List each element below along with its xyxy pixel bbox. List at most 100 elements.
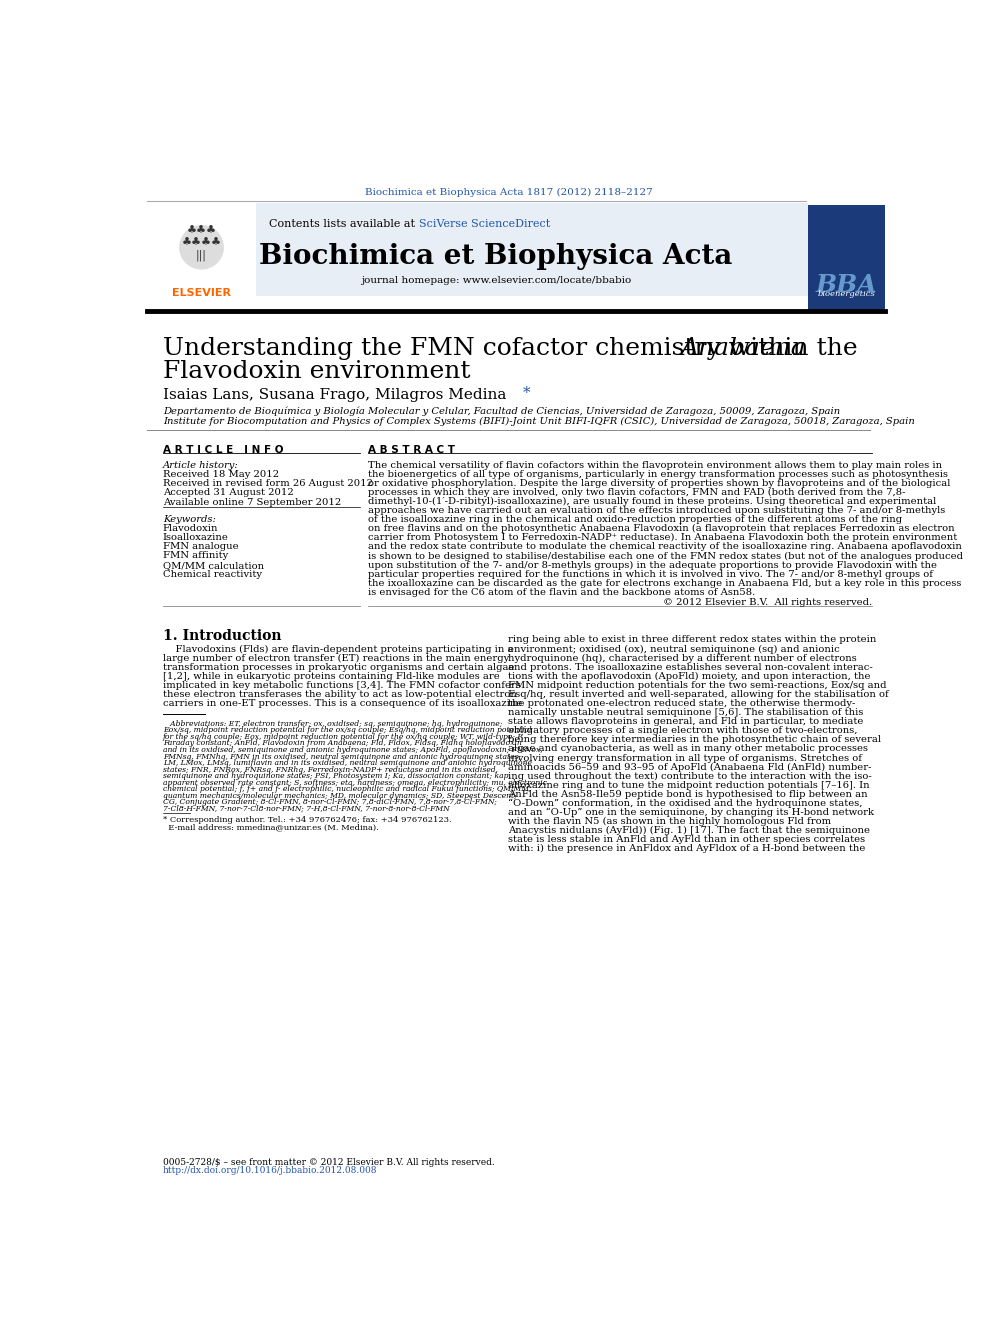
Text: * Corresponding author. Tel.: +34 976762476; fax: +34 976762123.: * Corresponding author. Tel.: +34 976762… [163, 816, 451, 824]
Text: Anacystis nidulans (AyFld)) (Fig. 1) [17]. The fact that the semiquinone: Anacystis nidulans (AyFld)) (Fig. 1) [17… [509, 826, 870, 835]
Text: Contents lists available at: Contents lists available at [269, 218, 419, 229]
Text: with: i) the presence in AnFldox and AyFldox of a H-bond between the: with: i) the presence in AnFldox and AyF… [509, 844, 866, 853]
Text: alloxazine ring and to tune the midpoint reduction potentials [7–16]. In: alloxazine ring and to tune the midpoint… [509, 781, 870, 790]
Text: is shown to be designed to stabilise/destabilise each one of the FMN redox state: is shown to be designed to stabilise/des… [368, 552, 963, 561]
Text: upon substitution of the 7- and/or 8-methyls groups) in the adequate proportions: upon substitution of the 7- and/or 8-met… [368, 561, 937, 570]
Text: is envisaged for the C6 atom of the flavin and the backbone atoms of Asn58.: is envisaged for the C6 atom of the flav… [368, 587, 755, 597]
Text: ♣♣♣
♣♣♣♣
|||: ♣♣♣ ♣♣♣♣ ||| [182, 226, 221, 261]
Text: particular properties required for the functions in which it is involved in vivo: particular properties required for the f… [368, 570, 933, 578]
Text: state is less stable in AnFld and AyFld than in other species correlates: state is less stable in AnFld and AyFld … [509, 835, 866, 844]
Text: Institute for Biocomputation and Physics of Complex Systems (BIFI)-Joint Unit BI: Institute for Biocomputation and Physics… [163, 417, 915, 426]
Text: transformation processes in prokaryotic organisms and certain algae: transformation processes in prokaryotic … [163, 663, 514, 672]
Text: Anabaena: Anabaena [681, 337, 806, 360]
Text: tions with the apoflavodoxin (ApoFld) moiety, and upon interaction, the: tions with the apoflavodoxin (ApoFld) mo… [509, 672, 871, 681]
Text: Isoalloxazine: Isoalloxazine [163, 533, 228, 542]
Text: semiquinone and hydroquinone states; PSI, Photosystem I; Ka, dissociation consta: semiquinone and hydroquinone states; PSI… [163, 773, 511, 781]
Text: environment; oxidised (ox), neutral semiquinone (sq) and anionic: environment; oxidised (ox), neutral semi… [509, 644, 840, 654]
Text: Received 18 May 2012: Received 18 May 2012 [163, 470, 279, 479]
Text: with the flavin N5 (as shown in the highly homologous Fld from: with the flavin N5 (as shown in the high… [509, 818, 831, 827]
Text: states; FNR, FNRox, FNRsq, FNRhq, Ferredoxin-NADP+ reductase and in its oxidised: states; FNR, FNRox, FNRsq, FNRhq, Ferred… [163, 766, 498, 774]
Text: FMNsq, FMNhq, FMN in its oxidised, neutral semiquinone and anionic hydroquinone : FMNsq, FMNhq, FMN in its oxidised, neutr… [163, 753, 521, 761]
Text: CG, Conjugate Gradient; 8-Cl-FMN, 8-nor-Cl-FMN; 7,8-diCl-FMN, 7,8-nor-7,8-Cl-FMN: CG, Conjugate Gradient; 8-Cl-FMN, 8-nor-… [163, 798, 497, 806]
Text: Available online 7 September 2012: Available online 7 September 2012 [163, 497, 341, 507]
Text: and an “O-Up” one in the semiquinone, by changing its H-bond network: and an “O-Up” one in the semiquinone, by… [509, 808, 874, 818]
Text: FMN affinity: FMN affinity [163, 552, 228, 561]
Text: namically unstable neutral semiquinone [5,6]. The stabilisation of this: namically unstable neutral semiquinone [… [509, 708, 864, 717]
Text: ELSEVIER: ELSEVIER [172, 288, 231, 298]
Text: The chemical versatility of flavin cofactors within the flavoprotein environment: The chemical versatility of flavin cofac… [368, 460, 942, 470]
Text: http://dx.doi.org/10.1016/j.bbabio.2012.08.008: http://dx.doi.org/10.1016/j.bbabio.2012.… [163, 1166, 377, 1175]
Text: involving energy transformation in all type of organisms. Stretches of: involving energy transformation in all t… [509, 754, 862, 762]
Text: the protonated one-electron reduced state, the otherwise thermody-: the protonated one-electron reduced stat… [509, 699, 856, 708]
Text: chemical potential; f, f+ and f- electrophilic, nucleophilic and radical Fukui f: chemical potential; f, f+ and f- electro… [163, 786, 531, 794]
Text: Isaias Lans, Susana Frago, Milagros Medina: Isaias Lans, Susana Frago, Milagros Medi… [163, 388, 511, 402]
Text: 0005-2728/$ – see front matter © 2012 Elsevier B.V. All rights reserved.: 0005-2728/$ – see front matter © 2012 El… [163, 1158, 494, 1167]
Text: carrier from Photosystem I to Ferredoxin-NADP⁺ reductase). In Anabaena Flavodoxi: carrier from Photosystem I to Ferredoxin… [368, 533, 957, 542]
Text: FMN midpoint reduction potentials for the two semi-reactions, Eox/sq and: FMN midpoint reduction potentials for th… [509, 681, 887, 689]
Text: of the isoalloxazine ring in the chemical and oxido-reduction properties of the : of the isoalloxazine ring in the chemica… [368, 515, 903, 524]
Text: *: * [523, 386, 530, 400]
Text: for the sq/hq couple; Eox, midpoint reduction potential for the ox/hq couple; WT: for the sq/hq couple; Eox, midpoint redu… [163, 733, 525, 741]
Text: Flavodoxin environment: Flavodoxin environment [163, 360, 470, 384]
Text: Keywords:: Keywords: [163, 515, 215, 524]
Text: ing used throughout the text) contribute to the interaction with the iso-: ing used throughout the text) contribute… [509, 771, 872, 781]
Text: journal homepage: www.elsevier.com/locate/bbabio: journal homepage: www.elsevier.com/locat… [361, 275, 631, 284]
Text: and protons. The isoalloxazine establishes several non-covalent interac-: and protons. The isoalloxazine establish… [509, 663, 873, 672]
FancyBboxPatch shape [807, 205, 885, 311]
Text: these electron transferases the ability to act as low-potential electron: these electron transferases the ability … [163, 691, 517, 699]
Circle shape [180, 226, 223, 269]
Text: or oxidative phosphorylation. Despite the large diversity of properties shown by: or oxidative phosphorylation. Despite th… [368, 479, 950, 488]
Text: QM/MM calculation: QM/MM calculation [163, 561, 264, 570]
Text: Received in revised form 26 August 2012: Received in revised form 26 August 2012 [163, 479, 373, 488]
Text: on free flavins and on the photosynthetic Anabaena Flavodoxin (a flavoprotein th: on free flavins and on the photosyntheti… [368, 524, 954, 533]
Text: 1. Introduction: 1. Introduction [163, 630, 282, 643]
Text: AnFld the Asn58-Ile59 peptide bond is hypothesised to flip between an: AnFld the Asn58-Ile59 peptide bond is hy… [509, 790, 868, 799]
Text: Understanding the FMN cofactor chemistry within the: Understanding the FMN cofactor chemistry… [163, 337, 865, 360]
Text: Biochimica et Biophysica Acta 1817 (2012) 2118–2127: Biochimica et Biophysica Acta 1817 (2012… [364, 188, 653, 197]
Text: state allows flavoproteins in general, and Fld in particular, to mediate: state allows flavoproteins in general, a… [509, 717, 864, 726]
Text: Departamento de Bioquímica y Biología Molecular y Celular, Facultad de Ciencias,: Departamento de Bioquímica y Biología Mo… [163, 406, 840, 417]
Text: bioenergetics: bioenergetics [817, 290, 875, 298]
Text: aminoacids 56–59 and 93–95 of ApoFld (Anabaena Fld (AnFld) number-: aminoacids 56–59 and 93–95 of ApoFld (An… [509, 762, 872, 771]
Text: Flavodoxin: Flavodoxin [163, 524, 218, 533]
Text: obligatory processes of a single electron with those of two-electrons,: obligatory processes of a single electro… [509, 726, 858, 736]
Text: Accepted 31 August 2012: Accepted 31 August 2012 [163, 488, 294, 497]
Text: FMN analogue: FMN analogue [163, 542, 238, 552]
Text: Esq/hq, result inverted and well-separated, allowing for the stabilisation of: Esq/hq, result inverted and well-separat… [509, 689, 889, 699]
Text: approaches we have carried out an evaluation of the effects introduced upon subs: approaches we have carried out an evalua… [368, 505, 945, 515]
Text: Faraday constant; AnFld, Flavodoxin from Anabaena; Fld, Fldox, Fldsq, Fldhq holo: Faraday constant; AnFld, Flavodoxin from… [163, 740, 522, 747]
Text: large number of electron transfer (ET) reactions in the main energy: large number of electron transfer (ET) r… [163, 654, 509, 663]
Text: © 2012 Elsevier B.V.  All rights reserved.: © 2012 Elsevier B.V. All rights reserved… [663, 598, 872, 607]
Text: and the redox state contribute to modulate the chemical reactivity of the isoall: and the redox state contribute to modula… [368, 542, 962, 552]
FancyBboxPatch shape [147, 204, 256, 296]
Text: Flavodoxins (Flds) are flavin-dependent proteins participating in a: Flavodoxins (Flds) are flavin-dependent … [163, 644, 513, 654]
Text: Chemical reactivity: Chemical reactivity [163, 570, 262, 579]
Text: implicated in key metabolic functions [3,4]. The FMN cofactor confers: implicated in key metabolic functions [3… [163, 681, 521, 691]
Text: dimethyl-10-(1′-D-ribityl)-isoalloxazine), are usually found in these proteins. : dimethyl-10-(1′-D-ribityl)-isoalloxazine… [368, 497, 936, 507]
Text: algae and cyanobacteria, as well as in many other metabolic processes: algae and cyanobacteria, as well as in m… [509, 745, 868, 753]
Text: E-mail address: mmedina@unizar.es (M. Medina).: E-mail address: mmedina@unizar.es (M. Me… [163, 823, 379, 831]
Text: SciVerse ScienceDirect: SciVerse ScienceDirect [420, 218, 551, 229]
Text: Abbreviations: ET, electron transfer; ox, oxidised; sq, semiquinone; hq, hydroqu: Abbreviations: ET, electron transfer; ox… [163, 720, 502, 728]
Text: LM, LMox, LMsq, lumiflavin and in its oxidised, neutral semiquinone and anionic : LM, LMox, LMsq, lumiflavin and in its ox… [163, 759, 532, 767]
Text: “O-Down” conformation, in the oxidised and the hydroquinone states,: “O-Down” conformation, in the oxidised a… [509, 799, 863, 808]
Text: processes in which they are involved, only two flavin cofactors, FMN and FAD (bo: processes in which they are involved, on… [368, 488, 906, 497]
Text: 7-Cl8-H-FMN, 7-nor-7-Cl8-nor-FMN; 7-H,8-Cl-FMN, 7-nor-8-nor-8-Cl-FMN: 7-Cl8-H-FMN, 7-nor-7-Cl8-nor-FMN; 7-H,8-… [163, 804, 449, 812]
Text: the bioenergetics of all type of organisms, particularly in energy transformatio: the bioenergetics of all type of organis… [368, 470, 948, 479]
Text: carriers in one-ET processes. This is a consequence of its isoalloxazine: carriers in one-ET processes. This is a … [163, 699, 522, 708]
Text: the ixoalloxazine can be discarded as the gate for electrons exchange in Anabaen: the ixoalloxazine can be discarded as th… [368, 578, 961, 587]
Text: A B S T R A C T: A B S T R A C T [368, 446, 455, 455]
Text: Eox/sq, midpoint reduction potential for the ox/sq couple; Esq/hq, midpoint redu: Eox/sq, midpoint reduction potential for… [163, 726, 532, 734]
Text: and in its oxidised, semiquinone and anionic hydroquinone states; ApoFld, apofla: and in its oxidised, semiquinone and ani… [163, 746, 543, 754]
Text: BBA: BBA [815, 273, 877, 296]
Text: hydroquinone (hq), characterised by a different number of electrons: hydroquinone (hq), characterised by a di… [509, 654, 857, 663]
Text: ring being able to exist in three different redox states within the protein: ring being able to exist in three differ… [509, 635, 877, 644]
Text: [1,2], while in eukaryotic proteins containing Fld-like modules are: [1,2], while in eukaryotic proteins cont… [163, 672, 500, 681]
Text: apparent observed rate constant; S, softness; eta, hardness; omega, electrophili: apparent observed rate constant; S, soft… [163, 779, 547, 787]
Text: Biochimica et Biophysica Acta: Biochimica et Biophysica Acta [259, 243, 733, 270]
Text: quantum mechanics/molecular mechanics; MD, molecular dynamics; SD, Steepest Desc: quantum mechanics/molecular mechanics; M… [163, 791, 517, 800]
FancyBboxPatch shape [147, 204, 807, 296]
Text: being therefore key intermediaries in the photosynthetic chain of several: being therefore key intermediaries in th… [509, 736, 882, 745]
Text: Article history:: Article history: [163, 460, 238, 470]
Text: A R T I C L E   I N F O: A R T I C L E I N F O [163, 446, 284, 455]
